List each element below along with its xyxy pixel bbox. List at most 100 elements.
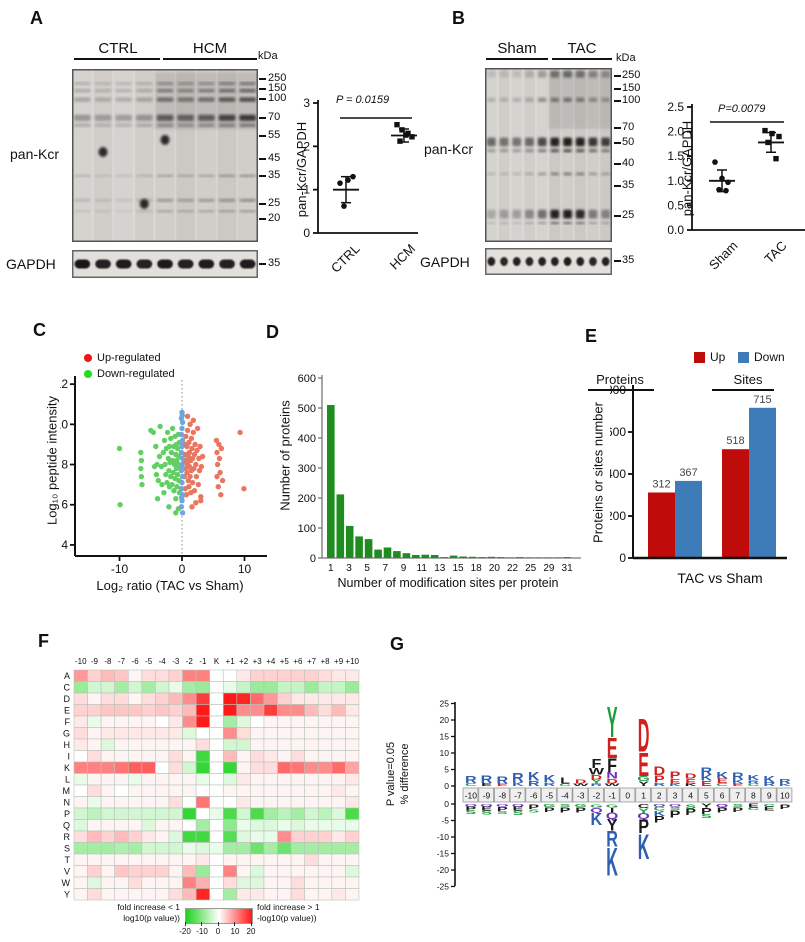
- svg-text:E: E: [607, 732, 618, 764]
- sites-underline: [712, 389, 774, 391]
- svg-text:E: E: [764, 806, 775, 812]
- legend-left-line1: fold increase < 1: [117, 902, 180, 912]
- svg-text:Q: Q: [606, 810, 619, 820]
- svg-text:P: P: [670, 808, 681, 819]
- scatter-plot-c: 4 6 8 10 12 -10 0 10: [55, 360, 275, 580]
- svg-text:4: 4: [61, 538, 68, 552]
- kda-tick: [259, 158, 266, 160]
- svg-text:5: 5: [704, 791, 709, 801]
- svg-text:Q: Q: [653, 804, 666, 808]
- kda-value: 35: [268, 169, 281, 181]
- colorbar-tick: [218, 922, 219, 926]
- svg-text:R: R: [481, 773, 493, 786]
- svg-text:L: L: [560, 776, 570, 786]
- svg-text:K: K: [779, 783, 791, 787]
- svg-text:518: 518: [726, 435, 744, 447]
- svg-text:7: 7: [735, 791, 740, 801]
- svg-text:+9: +9: [334, 657, 344, 666]
- svg-text:F: F: [591, 757, 601, 771]
- svg-text:12: 12: [60, 377, 68, 391]
- svg-text:18: 18: [471, 563, 483, 574]
- svg-text:3: 3: [673, 791, 678, 801]
- kda-value: 20: [268, 212, 281, 224]
- kda-tick: [259, 263, 266, 265]
- svg-text:-7: -7: [514, 791, 522, 801]
- colorbar-tick-label: 0: [215, 927, 221, 936]
- colorbar-tick-label: 20: [246, 927, 256, 936]
- svg-text:K: K: [214, 657, 220, 666]
- up-regulated-dot-icon: [84, 354, 92, 362]
- svg-text:715: 715: [753, 394, 771, 406]
- svg-text:I: I: [610, 806, 614, 814]
- y-axis-label-e: Proteins or sites number: [590, 402, 606, 543]
- kda-value: 70: [268, 111, 281, 123]
- svg-text:R: R: [606, 828, 618, 852]
- svg-text:1: 1: [328, 563, 334, 574]
- svg-text:M: M: [63, 786, 71, 796]
- p-value-b: P=0.0079: [718, 103, 766, 115]
- svg-text:Q: Q: [464, 804, 477, 808]
- svg-text:11: 11: [417, 563, 428, 574]
- legend-up-regulated: Up-regulated: [84, 352, 161, 364]
- kda-tick: [259, 203, 266, 205]
- svg-text:-6: -6: [530, 791, 538, 801]
- svg-text:S: S: [685, 803, 696, 810]
- svg-text:10: 10: [238, 562, 252, 575]
- heatmap-legend-right: fold increase > 1 -log10(p value)): [257, 902, 352, 923]
- svg-text:P: P: [654, 774, 665, 785]
- svg-text:K: K: [528, 770, 541, 783]
- svg-text:R: R: [496, 775, 508, 786]
- kda-tick: [614, 163, 621, 165]
- svg-text:600: 600: [610, 425, 626, 439]
- x-axis-label-e: TAC vs Sham: [677, 570, 763, 586]
- svg-text:1: 1: [303, 183, 310, 197]
- heatmap-f: -10 -9 -8 -7 -6 -5 -4 -3 -2 -1 K +1 +2 +3 +4 +5 +6 +7 +8 +9…: [60, 650, 390, 915]
- svg-text:0.5: 0.5: [667, 198, 684, 212]
- svg-text:P: P: [685, 807, 696, 818]
- svg-text:W: W: [589, 766, 605, 776]
- bar-chart-e: 0 200 400 600 800 312 367 518 715: [606, 330, 805, 585]
- svg-text:6: 6: [61, 498, 68, 512]
- svg-text:+8: +8: [320, 657, 330, 666]
- svg-text:Q: Q: [637, 811, 650, 821]
- kda-tick: [614, 100, 621, 102]
- ctrl-underline: [74, 58, 160, 60]
- kda-value: 100: [268, 92, 287, 104]
- x-axis-label-c: Log₂ ratio (TAC vs Sham): [96, 578, 244, 593]
- svg-text:K: K: [669, 783, 681, 787]
- svg-text:P: P: [64, 809, 70, 819]
- svg-text:0.0: 0.0: [667, 223, 684, 237]
- svg-text:N: N: [606, 770, 618, 780]
- svg-text:1.0: 1.0: [667, 174, 684, 188]
- svg-text:K: K: [763, 774, 775, 784]
- svg-text:P: P: [717, 806, 729, 814]
- svg-text:K: K: [512, 781, 524, 787]
- kda-value: 150: [268, 82, 287, 94]
- svg-text:D: D: [64, 694, 71, 704]
- svg-text:300: 300: [298, 463, 316, 475]
- svg-text:Y: Y: [701, 803, 712, 809]
- svg-text:K: K: [716, 770, 728, 780]
- svg-text:31: 31: [562, 563, 574, 574]
- kda-tick: [259, 135, 266, 137]
- kda-value: 55: [268, 129, 281, 141]
- svg-text:C: C: [748, 807, 760, 811]
- svg-text:D: D: [638, 710, 650, 762]
- legend-up-label: Up-regulated: [97, 352, 161, 364]
- svg-text:C: C: [465, 782, 477, 787]
- kda-tick: [614, 75, 621, 77]
- svg-text:-15: -15: [437, 849, 450, 859]
- panel-c-label: C: [33, 320, 46, 340]
- svg-text:K: K: [701, 773, 714, 783]
- svg-text:-3: -3: [172, 657, 180, 666]
- kda-value: 45: [268, 152, 281, 164]
- legend-left-line2: log10(p value)): [123, 912, 180, 923]
- svg-text:Y: Y: [607, 697, 618, 746]
- svg-text:C: C: [716, 782, 728, 787]
- svg-text:E: E: [497, 783, 508, 787]
- svg-text:0: 0: [625, 791, 630, 801]
- svg-text:400: 400: [610, 467, 626, 481]
- kda-tick: [614, 215, 621, 217]
- hcm-underline: [163, 58, 257, 60]
